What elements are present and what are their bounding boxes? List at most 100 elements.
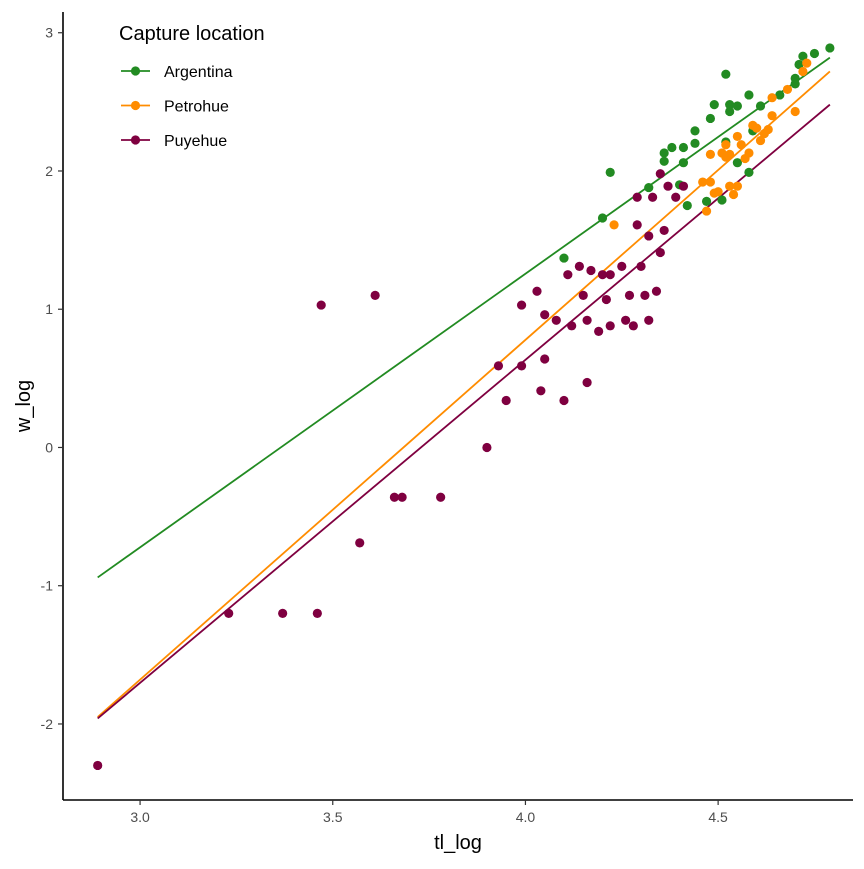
data-point-puyehue bbox=[551, 315, 561, 325]
data-point-puyehue bbox=[621, 315, 631, 325]
data-point-puyehue bbox=[601, 294, 611, 305]
data-point-argentina bbox=[775, 90, 785, 100]
data-point-puyehue bbox=[605, 321, 615, 331]
axes-layer bbox=[62, 12, 853, 801]
legend-marker-argentina bbox=[130, 66, 141, 76]
data-point-argentina bbox=[732, 101, 742, 111]
legend-marker-puyehue bbox=[130, 135, 141, 145]
data-point-petrohue bbox=[782, 84, 793, 95]
data-point-puyehue bbox=[93, 760, 103, 771]
x-tick-label: 3.0 bbox=[130, 809, 150, 825]
data-point-petrohue bbox=[798, 66, 808, 77]
y-axis-title: w_log bbox=[13, 380, 35, 433]
legend-title: Capture location bbox=[119, 23, 265, 45]
data-point-argentina bbox=[597, 213, 608, 223]
data-point-puyehue bbox=[516, 300, 527, 310]
data-point-puyehue bbox=[648, 192, 658, 202]
data-point-puyehue bbox=[493, 361, 504, 371]
data-point-puyehue bbox=[605, 270, 615, 280]
data-point-petrohue bbox=[705, 149, 716, 159]
data-point-petrohue bbox=[744, 148, 754, 158]
data-point-argentina bbox=[755, 101, 766, 111]
data-point-puyehue bbox=[582, 377, 592, 388]
data-point-argentina bbox=[790, 73, 800, 83]
data-point-puyehue bbox=[597, 270, 608, 280]
data-point-argentina bbox=[709, 100, 719, 110]
data-point-puyehue bbox=[532, 286, 542, 296]
data-point-puyehue bbox=[632, 192, 642, 202]
data-point-argentina bbox=[721, 69, 731, 79]
data-point-argentina bbox=[667, 142, 677, 153]
data-point-argentina bbox=[705, 113, 716, 124]
data-point-petrohue bbox=[736, 140, 746, 150]
data-point-argentina bbox=[690, 126, 700, 136]
data-point-argentina bbox=[717, 195, 727, 205]
data-point-puyehue bbox=[644, 315, 654, 325]
data-point-puyehue bbox=[655, 247, 665, 258]
data-point-argentina bbox=[744, 90, 754, 100]
data-point-petrohue bbox=[732, 181, 742, 191]
data-point-puyehue bbox=[312, 608, 322, 618]
fit-line-petrohue bbox=[97, 70, 831, 718]
data-point-argentina bbox=[798, 51, 808, 61]
data-point-petrohue bbox=[698, 177, 708, 187]
data-point-puyehue bbox=[632, 220, 642, 230]
data-point-petrohue bbox=[609, 220, 619, 230]
data-point-argentina bbox=[794, 59, 804, 70]
data-point-petrohue bbox=[725, 149, 735, 159]
data-point-argentina bbox=[809, 48, 820, 59]
data-point-puyehue bbox=[628, 321, 638, 331]
data-point-petrohue bbox=[767, 93, 777, 103]
legend-item-argentina: Argentina bbox=[121, 64, 233, 81]
data-point-puyehue bbox=[644, 231, 654, 241]
data-point-puyehue bbox=[655, 169, 665, 179]
data-point-puyehue bbox=[389, 492, 400, 502]
legend-marker-petrohue bbox=[130, 100, 141, 111]
data-point-puyehue bbox=[617, 261, 627, 271]
data-point-petrohue bbox=[732, 131, 742, 142]
data-point-argentina bbox=[678, 158, 689, 168]
data-point-puyehue bbox=[640, 290, 650, 301]
data-point-argentina bbox=[659, 148, 669, 158]
data-point-puyehue bbox=[224, 608, 234, 618]
data-point-argentina bbox=[682, 200, 692, 211]
data-point-argentina bbox=[690, 138, 700, 148]
legend-label-argentina: Argentina bbox=[164, 64, 233, 81]
data-point-petrohue bbox=[701, 206, 712, 216]
x-tick-label: 4.5 bbox=[708, 809, 728, 825]
data-point-puyehue bbox=[316, 300, 326, 310]
ticks-layer: 3.0 3.5 4.0 4.5 -2 -1 0 1 2 3 bbox=[41, 25, 729, 825]
data-point-petrohue bbox=[705, 177, 716, 187]
data-point-puyehue bbox=[536, 386, 546, 396]
legend: Capture location Argentina Petrohue Puyehu… bbox=[119, 23, 265, 150]
data-point-petrohue bbox=[721, 140, 731, 150]
data-point-petrohue bbox=[755, 135, 766, 146]
data-point-puyehue bbox=[559, 395, 569, 406]
data-point-petrohue bbox=[802, 58, 812, 68]
data-point-argentina bbox=[701, 196, 712, 206]
data-point-puyehue bbox=[624, 290, 635, 301]
data-point-argentina bbox=[678, 142, 689, 153]
data-point-puyehue bbox=[436, 492, 446, 502]
data-point-argentina bbox=[659, 156, 669, 166]
data-point-puyehue bbox=[540, 310, 550, 320]
data-point-puyehue bbox=[671, 192, 681, 202]
data-point-argentina bbox=[559, 253, 569, 263]
data-point-puyehue bbox=[678, 181, 689, 191]
data-point-petrohue bbox=[725, 181, 735, 191]
y-tick-label: 0 bbox=[45, 439, 53, 455]
data-point-puyehue bbox=[594, 326, 604, 336]
y-tick-label: -1 bbox=[41, 578, 54, 594]
data-point-puyehue bbox=[582, 315, 592, 325]
data-point-petrohue bbox=[767, 111, 777, 121]
data-point-argentina bbox=[605, 167, 615, 177]
data-point-puyehue bbox=[578, 290, 588, 301]
legend-item-puyehue: Puyehue bbox=[121, 133, 227, 150]
x-tick-label: 4.0 bbox=[516, 809, 536, 825]
data-point-petrohue bbox=[713, 187, 723, 197]
data-point-argentina bbox=[725, 100, 735, 110]
data-point-puyehue bbox=[370, 290, 380, 301]
data-point-puyehue bbox=[663, 181, 673, 191]
legend-label-petrohue: Petrohue bbox=[164, 99, 229, 116]
